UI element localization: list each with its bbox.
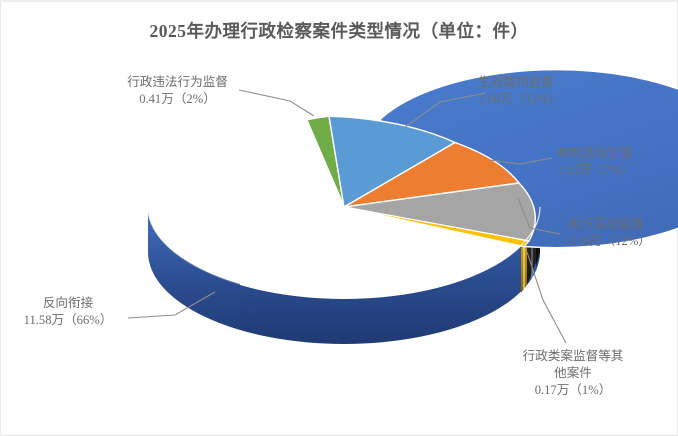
label-other-cases-line3: 0.17万（1%） bbox=[534, 383, 612, 397]
label-enforcement-activity-line1: 执行活动监督 bbox=[568, 217, 644, 231]
slice-enforcement-activity bbox=[343, 182, 536, 242]
leader-line-reverse-linkage bbox=[127, 291, 216, 319]
label-reverse-linkage: 反向衔接 11.58万（66%） bbox=[4, 295, 132, 329]
leader-line-admin-illegal bbox=[238, 89, 315, 117]
label-enforcement-activity-line2: 2.19万（12%） bbox=[568, 234, 651, 248]
label-effective-judgment: 生效裁判监督 2.08万（12%） bbox=[478, 74, 658, 108]
leader-line-enforcement-activity bbox=[517, 197, 561, 235]
chart-title: 2025年办理行政检察案件类型情况（单位：件） bbox=[149, 21, 529, 41]
label-reverse-linkage-line1: 反向衔接 bbox=[42, 296, 94, 310]
label-trial-activity-line1: 审判活动监督 bbox=[557, 146, 633, 160]
label-other-cases: 行政类案监督等其 他案件 0.17万（1%） bbox=[493, 348, 653, 399]
leader-line-other-cases bbox=[526, 251, 567, 344]
label-enforcement-activity: 执行活动监督 2.19万（12%） bbox=[568, 216, 678, 250]
label-admin-illegal-line1: 行政违法行为监督 bbox=[127, 75, 228, 89]
label-effective-judgment-line2: 2.08万（12%） bbox=[478, 92, 561, 106]
label-other-cases-line2: 他案件 bbox=[554, 366, 592, 380]
label-admin-illegal: 行政违法行为监督 0.41万（2%） bbox=[90, 74, 265, 108]
slice-other-cases bbox=[343, 206, 531, 248]
label-reverse-linkage-line2: 11.58万（66%） bbox=[23, 313, 113, 327]
label-admin-illegal-line2: 0.41万（2%） bbox=[139, 92, 216, 106]
leader-line-effective-judgment bbox=[403, 92, 487, 129]
pie-top-face bbox=[147, 69, 678, 297]
label-trial-activity-line2: 1.15万（7%） bbox=[557, 163, 634, 177]
label-other-cases-line1: 行政类案监督等其 bbox=[522, 349, 624, 363]
slice-effective-judgment bbox=[328, 115, 457, 209]
label-trial-activity: 审判活动监督 1.15万（7%） bbox=[557, 145, 677, 179]
leader-lines bbox=[127, 89, 567, 344]
label-effective-judgment-line1: 生效裁判监督 bbox=[478, 75, 554, 89]
leader-line-trial-activity bbox=[489, 157, 553, 165]
